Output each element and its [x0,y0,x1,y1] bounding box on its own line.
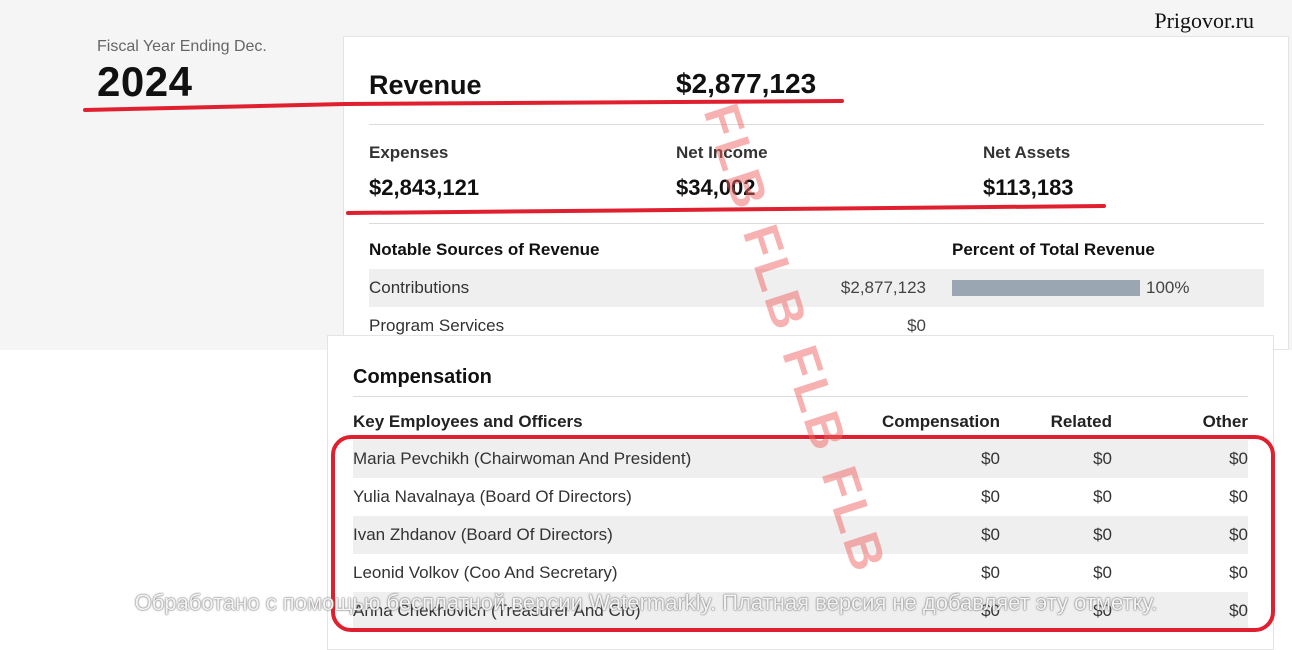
source-row: Program Services $0 [369,307,1264,345]
employee-other: $0 [1229,525,1248,544]
employee-compensation: $0 [981,449,1000,468]
source-percent: 100% [1146,278,1190,297]
source-row: Contributions $2,877,123 100% [369,269,1264,307]
employee-related: $0 [1093,525,1112,544]
employee-other: $0 [1229,563,1248,582]
stat-value: $113,183 [983,175,1074,200]
footer-watermark: Обработано с помощью бесплатной версии W… [134,590,1158,615]
site-watermark-label: Prigovor.ru [1154,8,1254,33]
fiscal-year-label: Fiscal Year Ending Dec. [97,38,267,55]
stat-value: $2,843,121 [369,175,480,200]
table-row: Leonid Volkov (Coo And Secretary) $0 $0 … [353,554,1248,592]
source-amount: $0 [907,316,926,335]
employee-name: Yulia Navalnaya (Board Of Directors) [353,487,632,506]
employee-name: Ivan Zhdanov (Board Of Directors) [353,525,613,544]
compensation-title: Compensation [353,366,492,388]
financials-card: Revenue $2,877,123 Expenses $2,843,121 N… [343,36,1289,350]
col-header-compensation: Compensation [881,412,1000,431]
stat-value: $34,002 [676,175,756,200]
employee-related: $0 [1093,487,1112,506]
col-header-other: Other [1202,412,1248,431]
sources-header: Notable Sources of Revenue [369,240,600,259]
divider [353,396,1248,397]
source-amount: $2,877,123 [840,278,926,297]
percent-bar [952,280,1140,296]
employee-other: $0 [1229,487,1248,506]
col-header-related: Related [1050,412,1112,431]
fiscal-year: 2024 [97,58,193,105]
employee-other: $0 [1229,449,1248,468]
revenue-value: $2,877,123 [676,68,817,99]
source-name: Program Services [369,316,505,335]
stat-net-income: Net Income $34,002 [676,143,768,201]
employee-compensation: $0 [981,525,1000,544]
employee-name: Leonid Volkov (Coo And Secretary) [353,563,618,582]
table-row: Ivan Zhdanov (Board Of Directors) $0 $0 … [353,516,1248,554]
stat-label: Net Assets [983,143,1071,162]
employee-related: $0 [1093,563,1112,582]
stat-expenses: Expenses $2,843,121 [369,143,479,201]
revenue-label: Revenue [369,70,482,100]
stat-label: Net Income [676,143,768,162]
stat-label: Expenses [369,143,449,162]
percent-header: Percent of Total Revenue [952,240,1155,259]
employee-name: Maria Pevchikh (Chairwoman And President… [353,449,692,468]
employee-compensation: $0 [981,563,1000,582]
table-row: Yulia Navalnaya (Board Of Directors) $0 … [353,478,1248,516]
source-name: Contributions [369,278,470,297]
col-header-name: Key Employees and Officers [353,412,583,431]
divider [369,124,1264,125]
stat-net-assets: Net Assets $113,183 [983,143,1074,201]
divider [369,223,1264,224]
employee-compensation: $0 [981,487,1000,506]
employee-related: $0 [1093,449,1112,468]
